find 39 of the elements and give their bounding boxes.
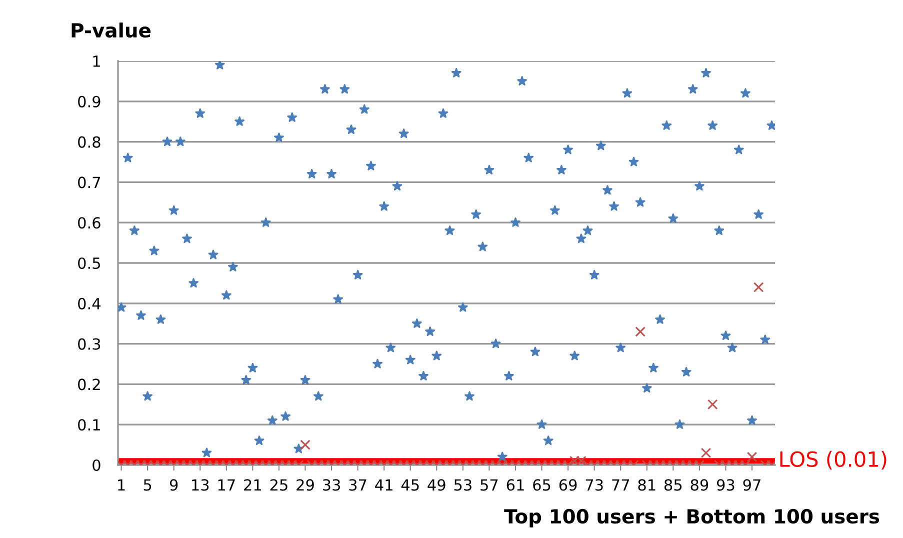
x-tick-label: 89 (690, 479, 708, 491)
y-tick-label: 0.4 (78, 298, 100, 310)
x-tick-label: 81 (638, 479, 656, 491)
x-tick-label: 5 (144, 479, 152, 491)
x-tick-label: 69 (559, 479, 577, 491)
y-axis-title: P-value (72, 22, 151, 38)
y-tick-label: 0.2 (78, 378, 100, 390)
y-tick-label: 0.1 (78, 419, 100, 431)
y-tick-label: 0.9 (78, 96, 100, 108)
x-tick-label: 77 (612, 479, 630, 490)
y-tick-label: 0 (92, 459, 100, 472)
x-tick-label: 17 (218, 479, 235, 490)
y-tick-label: 0.3 (78, 338, 100, 350)
y-tick-label: 0.6 (78, 217, 100, 229)
y-tick-label: 0.7 (78, 176, 100, 188)
x-tick-label: 57 (480, 479, 498, 491)
x-tick-label: 49 (428, 479, 446, 491)
x-tick-label: 73 (586, 479, 603, 491)
x-tick-label: 33 (322, 479, 340, 491)
x-tick-label: 45 (401, 479, 419, 491)
x-tick-label: 21 (244, 479, 261, 490)
x-tick-label: 93 (716, 479, 734, 491)
x-tick-label: 37 (349, 479, 366, 491)
x-tick-label: 65 (533, 479, 550, 491)
x-tick-label: 61 (506, 479, 524, 491)
x-tick-label: 41 (375, 479, 392, 490)
x-tick-label: 9 (170, 479, 178, 491)
ref-line-label: LOS (0.01) (780, 450, 886, 470)
x-tick-label: 53 (454, 479, 472, 491)
x-tick-label: 85 (664, 479, 682, 491)
x-tick-label: 29 (296, 479, 314, 491)
x-tick-label: 25 (270, 479, 288, 491)
y-tick-label: 1 (93, 56, 100, 67)
y-tick-label: 0.5 (78, 257, 100, 270)
x-tick-label: 13 (192, 479, 209, 491)
y-tick-label: 0.8 (78, 136, 100, 148)
x-tick-label: 1 (118, 479, 125, 490)
x-tick-label: 97 (743, 479, 760, 491)
x-axis-title: Top 100 users + Bottom 100 users (504, 508, 880, 528)
